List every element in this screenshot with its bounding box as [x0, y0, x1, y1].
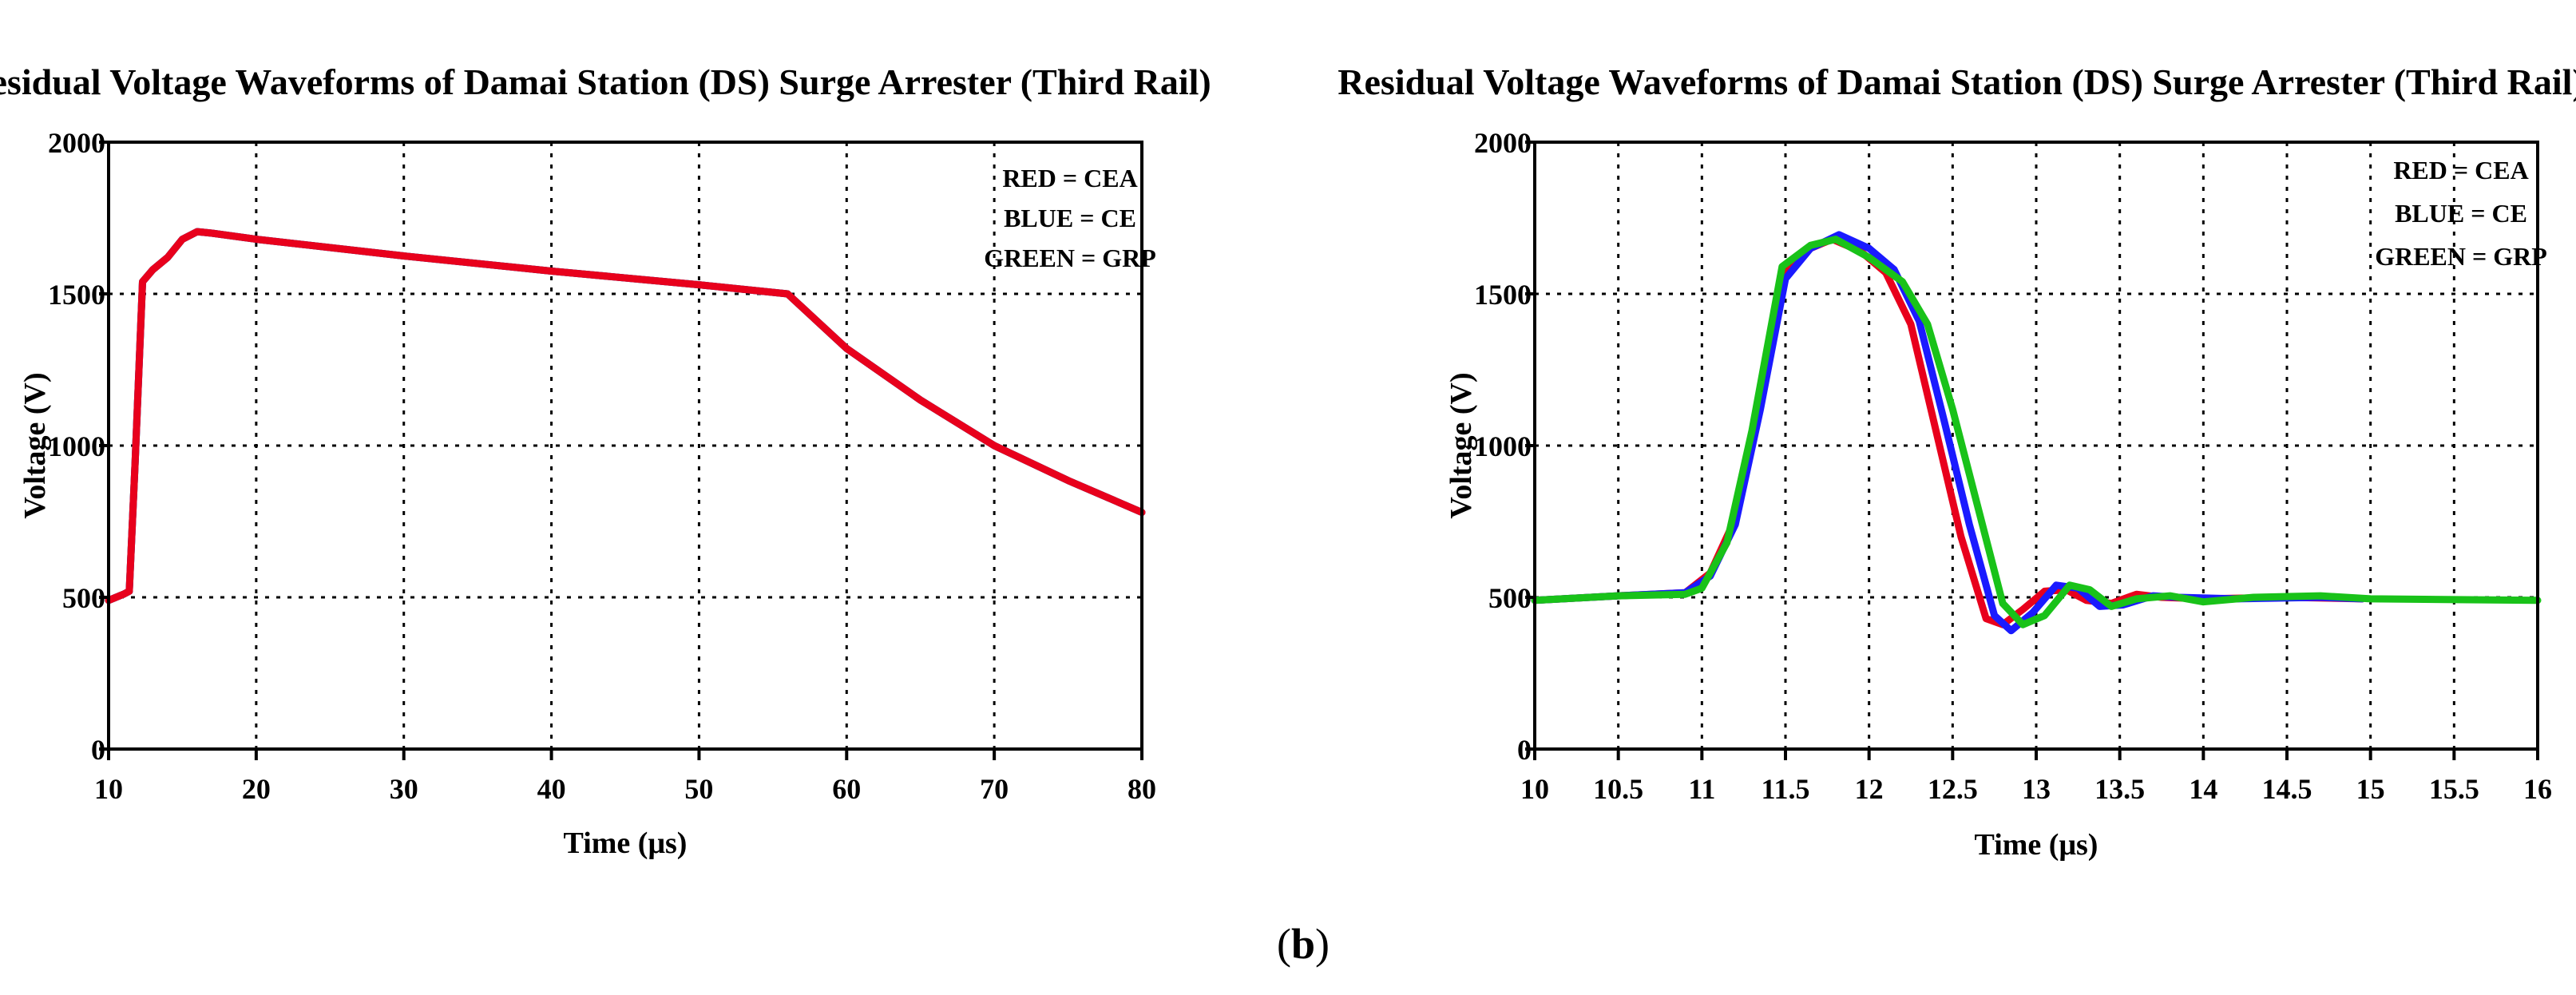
x-tick-label: 80 [1127, 773, 1156, 805]
x-tick-label: 60 [832, 773, 861, 805]
gridlines [109, 142, 1142, 749]
x-tick-label: 12.5 [1928, 773, 1978, 805]
y-axis-label: Voltage (V) [18, 372, 52, 518]
y-tick-label: 0 [91, 734, 105, 766]
x-axis-label: Time (μs) [1975, 828, 2098, 862]
y-tick-labels: 0 500 1000 1500 2000 [1474, 127, 1532, 766]
x-tick-label: 15 [2356, 773, 2385, 805]
y-tick-labels: 0 500 1000 1500 2000 [48, 127, 105, 766]
y-tick-label: 0 [1517, 734, 1532, 766]
x-tick-label: 40 [537, 773, 566, 805]
x-tick-label: 16 [2523, 773, 2552, 805]
tick-marks [99, 141, 1143, 760]
legend-entry-red: RED = CEA [1002, 164, 1137, 192]
y-tick-label: 1500 [1474, 279, 1532, 311]
y-tick-label: 1000 [1474, 430, 1532, 462]
y-tick-label: 500 [1488, 582, 1532, 614]
y-axis-label: Voltage (V) [1445, 372, 1478, 518]
x-tick-label: 14 [2189, 773, 2217, 805]
legend-entry-red: RED = CEA [2393, 156, 2528, 184]
legend-entry-blue: BLUE = CE [1004, 204, 1136, 232]
x-tick-label: 20 [242, 773, 271, 805]
x-tick-label: 10.5 [1593, 773, 1643, 805]
legend: RED = CEA BLUE = CE GREEN = GRP [2375, 156, 2547, 271]
series-line-cea [105, 228, 1146, 605]
y-tick-label: 500 [62, 582, 105, 614]
series-line-ce [105, 228, 1146, 605]
x-tick-label: 10 [1520, 773, 1549, 805]
legend: RED = CEA BLUE = CE GREEN = GRP [984, 164, 1156, 272]
chart-left: Residual Voltage Waveforms of Damai Stat… [0, 61, 1211, 860]
legend-entry-blue: BLUE = CE [2395, 199, 2527, 228]
x-tick-label: 50 [684, 773, 713, 805]
series-group [1531, 231, 2542, 635]
x-tick-labels: 10 10.5 11 11.5 12 12.5 13 13.5 14 14.5 15 15.5 16 [1520, 773, 2552, 805]
x-tick-label: 30 [390, 773, 418, 805]
x-axis-label: Time (μs) [564, 827, 688, 860]
y-tick-label: 2000 [48, 127, 105, 159]
x-tick-label: 70 [980, 773, 1009, 805]
figure-caption: (b) [1277, 920, 1330, 968]
chart-title: Residual Voltage Waveforms of Damai Stat… [0, 61, 1211, 102]
chart-right: Residual Voltage Waveforms of Damai Stat… [1338, 61, 2576, 862]
x-tick-label: 10 [94, 773, 123, 805]
caption-open: ( [1277, 920, 1291, 968]
x-tick-label: 13 [2022, 773, 2051, 805]
y-tick-label: 1000 [48, 430, 105, 462]
chart-title: Residual Voltage Waveforms of Damai Stat… [1338, 61, 2576, 102]
x-tick-label: 15.5 [2429, 773, 2479, 805]
caption-close: ) [1315, 920, 1330, 968]
x-tick-label: 11 [1688, 773, 1715, 805]
gridlines [1535, 142, 2538, 749]
y-tick-label: 2000 [1474, 127, 1532, 159]
series-line-grp [1531, 236, 2542, 628]
x-tick-label: 13.5 [2094, 773, 2145, 805]
series-group [105, 228, 1146, 605]
x-tick-label: 12 [1855, 773, 1884, 805]
caption-letter: b [1291, 920, 1315, 968]
y-tick-label: 1500 [48, 279, 105, 311]
x-tick-labels: 10 20 30 40 50 60 70 80 [94, 773, 1156, 805]
legend-entry-green: GREEN = GRP [2375, 242, 2547, 271]
x-tick-label: 11.5 [1761, 773, 1809, 805]
legend-entry-green: GREEN = GRP [984, 244, 1156, 272]
series-line-grp [105, 228, 1146, 605]
x-tick-label: 14.5 [2262, 773, 2312, 805]
tick-marks [1525, 141, 2539, 760]
